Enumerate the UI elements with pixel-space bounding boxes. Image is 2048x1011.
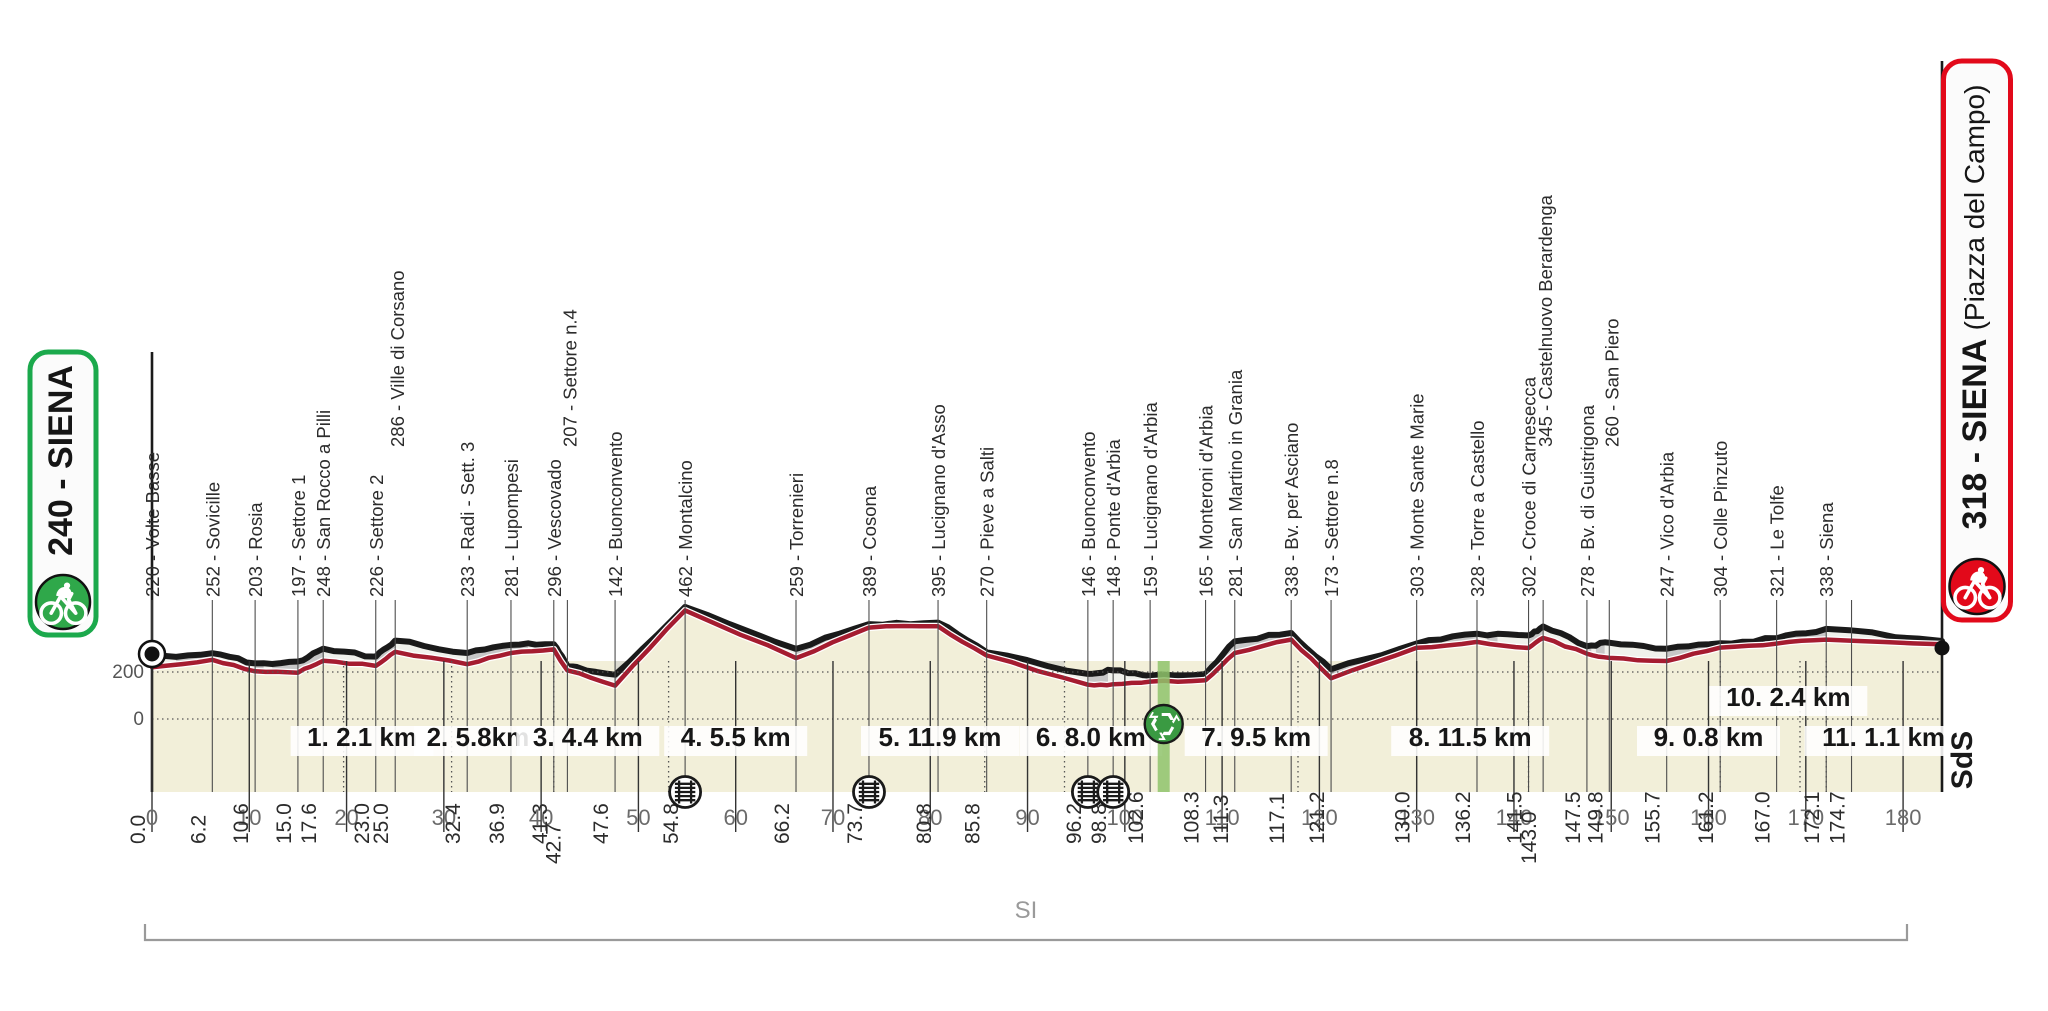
svg-text:11. 1.1 km: 11. 1.1 km [1822,722,1945,752]
svg-text:121.2: 121.2 [1306,791,1329,844]
svg-text:296 - Vescovado: 296 - Vescovado [544,459,565,597]
svg-text:90: 90 [1015,805,1039,830]
svg-text:200: 200 [112,662,144,683]
svg-text:389 - Cosona: 389 - Cosona [859,485,880,597]
svg-text:SI: SI [1015,897,1038,924]
svg-text:161.2: 161.2 [1695,791,1718,844]
svg-text:25.0: 25.0 [370,803,393,844]
svg-text:248 - San Rocco a Pilli: 248 - San Rocco a Pilli [313,410,334,597]
svg-text:4. 5.5 km: 4. 5.5 km [681,722,791,752]
svg-text:15.0: 15.0 [273,803,296,844]
svg-text:270 - Pieve a Salti: 270 - Pieve a Salti [977,447,998,597]
svg-text:226 - Settore 2: 226 - Settore 2 [366,475,387,597]
svg-text:117.1: 117.1 [1266,793,1289,844]
svg-text:10.6: 10.6 [230,803,253,844]
svg-text:146 - Buonconvento: 146 - Buonconvento [1078,431,1099,597]
svg-text:36.9: 36.9 [486,803,509,844]
svg-text:60: 60 [723,805,747,830]
svg-text:281 - San Martino in Grania: 281 - San Martino in Grania [1225,369,1246,597]
svg-text:338 - Siena: 338 - Siena [1816,502,1837,597]
svg-text:220 - Volte Basse: 220 - Volte Basse [142,452,163,597]
svg-text:85.8: 85.8 [962,803,985,844]
svg-text:173 - Settore n.8: 173 - Settore n.8 [1321,459,1342,597]
svg-text:147.5: 147.5 [1562,791,1585,844]
svg-text:180: 180 [1885,805,1922,830]
svg-text:73.7: 73.7 [844,803,867,844]
svg-text:8. 11.5 km: 8. 11.5 km [1409,722,1532,752]
svg-text:7. 9.5 km: 7. 9.5 km [1201,722,1311,752]
svg-text:345 - Castelnuovo Berardenga: 345 - Castelnuovo Berardenga [1535,194,1556,447]
svg-text:165 - Monteroni d'Arbia: 165 - Monteroni d'Arbia [1196,405,1217,597]
svg-text:155.7: 155.7 [1642,791,1665,844]
svg-text:0.0: 0.0 [127,815,150,844]
svg-text:203 - Rosia: 203 - Rosia [245,502,266,597]
svg-text:54.8: 54.8 [660,803,683,844]
svg-text:42.7: 42.7 [542,823,565,864]
svg-text:172.1: 172.1 [1801,791,1824,844]
svg-text:260 - San Piero: 260 - San Piero [1601,318,1622,447]
svg-text:66.2: 66.2 [771,803,794,844]
svg-text:278 - Bv. di Guistrigona: 278 - Bv. di Guistrigona [1577,404,1598,597]
svg-text:143.0: 143.0 [1518,811,1541,864]
svg-text:3. 4.4 km: 3. 4.4 km [533,722,643,752]
svg-text:159 - Lucignano d'Arbia: 159 - Lucignano d'Arbia [1140,401,1161,597]
svg-text:SdS: SdS [1946,731,1979,789]
svg-text:32.4: 32.4 [442,803,465,844]
svg-text:1. 2.1 km: 1. 2.1 km [307,722,417,752]
svg-text:233 - Radi - Sett. 3: 233 - Radi - Sett. 3 [457,442,478,597]
svg-text:142 - Buonconvento: 142 - Buonconvento [605,431,626,597]
svg-text:108.3: 108.3 [1181,791,1204,844]
svg-text:247 - Vico d'Arbia: 247 - Vico d'Arbia [1657,451,1678,597]
svg-text:207 - Settore n.4: 207 - Settore n.4 [559,309,580,447]
svg-text:197 - Settore 1: 197 - Settore 1 [288,475,309,597]
svg-text:47.6: 47.6 [590,803,613,844]
svg-text:80.8: 80.8 [913,803,936,844]
svg-text:462 - Montalcino: 462 - Montalcino [675,460,696,597]
svg-text:98.8: 98.8 [1088,803,1111,844]
svg-text:111.3: 111.3 [1210,795,1233,844]
svg-text:328 - Torre a Castello: 328 - Torre a Castello [1467,420,1488,597]
svg-text:6.2: 6.2 [187,815,210,844]
svg-text:50: 50 [626,805,650,830]
svg-text:96.2: 96.2 [1063,803,1086,844]
svg-text:5. 11.9 km: 5. 11.9 km [879,722,1002,752]
svg-text:17.6: 17.6 [298,803,321,844]
svg-text:2. 5.8km: 2. 5.8km [427,722,530,752]
svg-text:304 - Colle Pinzuto: 304 - Colle Pinzuto [1710,441,1731,597]
svg-text:259 - Torrenieri: 259 - Torrenieri [786,473,807,597]
svg-text:240 - SIENA: 240 - SIENA [42,365,80,556]
svg-text:70: 70 [821,805,845,830]
svg-text:281 - Lupompesi: 281 - Lupompesi [501,459,522,597]
svg-text:303 - Monte Sante Marie: 303 - Monte Sante Marie [1407,393,1428,597]
svg-text:174.7: 174.7 [1827,791,1850,844]
svg-text:286 - Ville di Corsano: 286 - Ville di Corsano [387,270,408,447]
svg-text:9. 0.8 km: 9. 0.8 km [1654,722,1764,752]
svg-text:149.8: 149.8 [1584,791,1607,844]
svg-text:10. 2.4 km: 10. 2.4 km [1726,682,1850,712]
svg-text:321 - Le Tolfe: 321 - Le Tolfe [1767,485,1788,597]
svg-text:130.0: 130.0 [1392,791,1415,844]
svg-text:395 - Lucignano d'Asso: 395 - Lucignano d'Asso [928,404,949,597]
svg-text:167.0: 167.0 [1752,791,1775,844]
svg-text:148 - Ponte d'Arbia: 148 - Ponte d'Arbia [1103,438,1124,597]
svg-text:102.6: 102.6 [1125,791,1148,844]
svg-text:318 - SIENA (Piazza del Campo): 318 - SIENA (Piazza del Campo) [1956,85,1994,530]
svg-text:6. 8.0 km: 6. 8.0 km [1036,722,1146,752]
svg-text:136.2: 136.2 [1452,791,1475,844]
svg-text:338 - Bv. per Asciano: 338 - Bv. per Asciano [1281,423,1302,597]
svg-text:252 - Sovicille: 252 - Sovicille [202,482,223,597]
svg-text:0: 0 [133,709,144,730]
